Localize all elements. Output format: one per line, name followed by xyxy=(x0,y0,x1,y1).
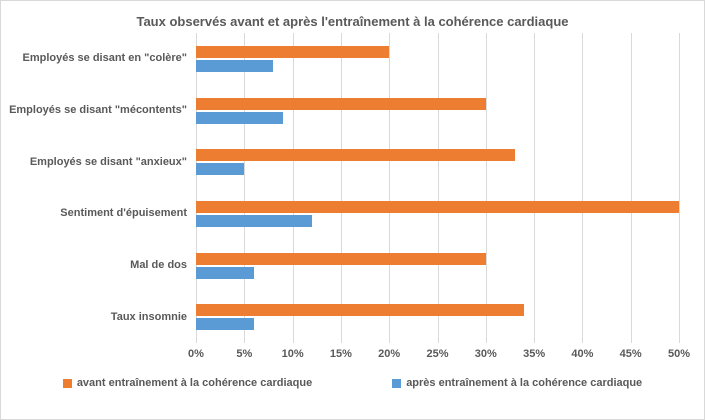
bar-avant xyxy=(196,97,486,110)
legend-label: avant entraînement à la cohérence cardia… xyxy=(76,377,313,389)
x-tick-label: 10% xyxy=(281,348,304,360)
bar-avant xyxy=(196,200,679,213)
category-label: Taux insomnie xyxy=(110,310,187,323)
category-label: Employés se disant "anxieux" xyxy=(29,155,187,168)
x-tick-label: 25% xyxy=(426,348,449,360)
x-tick-label: 50% xyxy=(667,348,691,360)
x-tick-label: 45% xyxy=(619,348,642,360)
gridline xyxy=(292,33,294,343)
bar-apres xyxy=(196,111,283,124)
gridline xyxy=(582,33,584,343)
bar-group xyxy=(196,188,679,240)
bar-group xyxy=(196,33,679,85)
gridline xyxy=(196,33,197,343)
y-labels: Employés se disant en "colère" Employés s… xyxy=(1,33,196,343)
category-label: Mal de dos xyxy=(130,258,187,271)
bar-group xyxy=(196,136,679,188)
x-tick-label: 5% xyxy=(236,348,253,360)
bar-apres xyxy=(196,266,254,279)
legend-label: après entraînement à la cohérence cardia… xyxy=(406,377,643,389)
bar-group xyxy=(196,85,679,137)
x-tick-label: 0% xyxy=(188,348,204,360)
legend-item: après entraînement à la cohérence cardia… xyxy=(392,377,642,389)
bar-group xyxy=(196,240,679,292)
category-label: Employés se disant "mécontents" xyxy=(9,103,187,116)
legend-item: avant entraînement à la cohérence cardia… xyxy=(62,377,313,389)
x-tick-label: 15% xyxy=(329,348,352,360)
gridline xyxy=(244,33,246,343)
gridline xyxy=(534,33,536,343)
bar-avant xyxy=(196,149,515,162)
bar-avant xyxy=(196,304,525,317)
chart-title: Taux observés avant et après l'entraînem… xyxy=(136,14,569,29)
legend-swatch xyxy=(392,378,402,388)
category-label: Sentiment d'épuisement xyxy=(60,207,187,220)
bar-avant xyxy=(196,45,390,58)
bar-avant xyxy=(196,252,486,265)
x-tick-label: 20% xyxy=(378,348,401,360)
bar-apres xyxy=(196,214,312,227)
gridline xyxy=(679,33,680,343)
legend: avant entraînement à la cohérence cardia… xyxy=(1,377,704,389)
x-tick-label: 35% xyxy=(523,348,546,360)
gridline xyxy=(389,33,391,343)
x-tick-label: 40% xyxy=(571,348,594,360)
x-axis: 0% 5% 10% 15% 20% 25% 30% 35% 40% 45% 50% xyxy=(188,343,690,363)
chart-body: Employés se disant en "colère" Employés s… xyxy=(1,33,680,343)
bar-apres xyxy=(196,163,245,176)
bar-rows xyxy=(196,33,679,343)
bar-apres xyxy=(196,59,274,72)
gridline xyxy=(340,33,342,343)
plot-area xyxy=(196,33,680,343)
x-tick-label: 30% xyxy=(474,348,497,360)
legend-swatch xyxy=(62,378,72,388)
category-label: Employés se disant en "colère" xyxy=(22,52,188,65)
bar-group xyxy=(196,291,679,343)
gridline xyxy=(485,33,487,343)
gridline xyxy=(437,33,439,343)
bar-apres xyxy=(196,318,254,331)
gridline xyxy=(630,33,632,343)
